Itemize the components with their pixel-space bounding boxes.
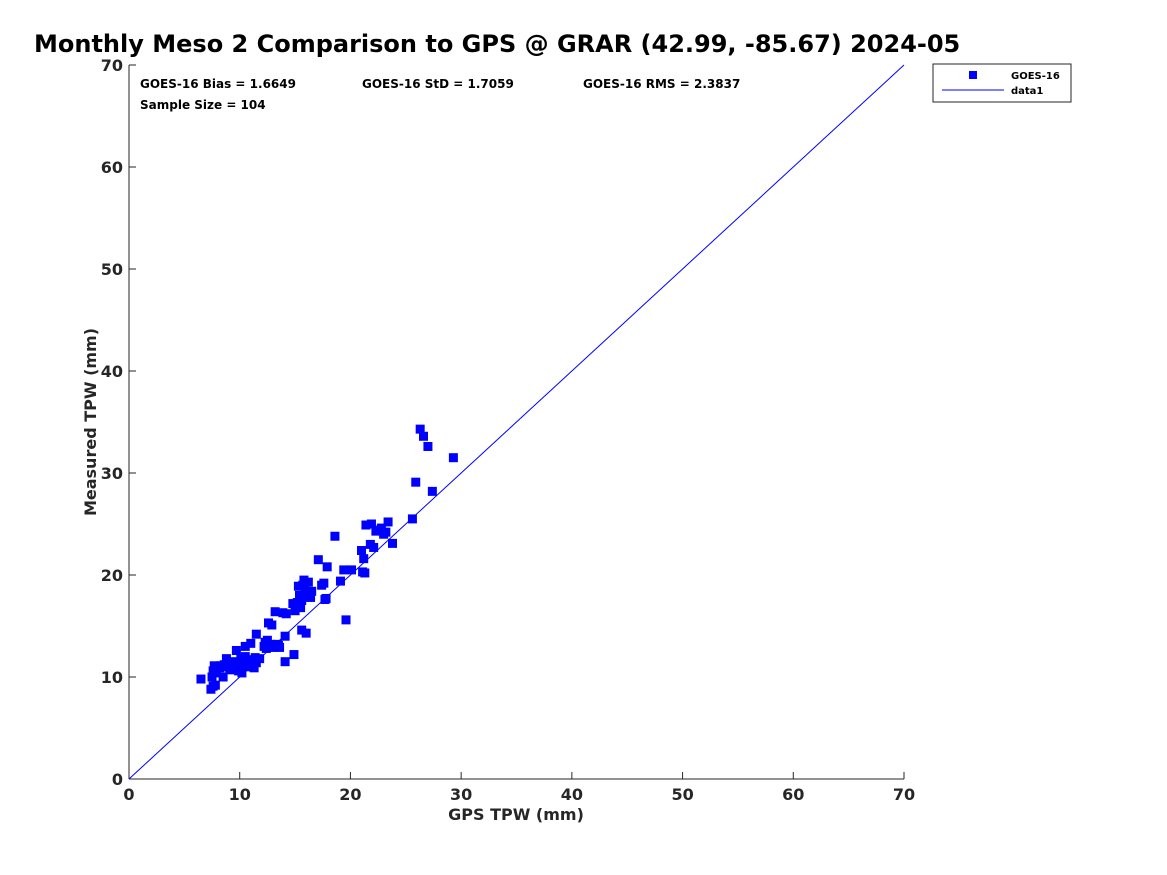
y-tick-label: 10: [101, 668, 123, 687]
data-point: [280, 657, 290, 667]
data-point: [419, 431, 428, 441]
x-tick-label: 30: [450, 785, 472, 804]
y-axis-label: Measured TPW (mm): [81, 328, 100, 516]
data-point: [255, 654, 265, 664]
data-point: [381, 527, 391, 537]
y-tick-label: 40: [101, 362, 123, 381]
data-point: [373, 525, 383, 535]
data-point: [330, 531, 340, 541]
data-point: [210, 680, 220, 690]
goes16-points-series: [196, 424, 458, 694]
data-point: [300, 585, 310, 595]
data-point: [295, 590, 304, 600]
data-point: [226, 664, 236, 674]
data-point: [347, 565, 357, 575]
data-point: [211, 668, 221, 678]
data-point: [320, 594, 330, 604]
data-point: [216, 661, 226, 671]
data-point: [249, 663, 259, 673]
data-point: [209, 661, 219, 671]
y-tick-label: 60: [101, 158, 123, 177]
data-point: [423, 441, 433, 451]
data-point: [221, 654, 231, 664]
data-point: [383, 517, 393, 527]
data-point: [319, 578, 329, 588]
data-point: [335, 576, 345, 586]
data-point: [339, 565, 349, 575]
data-point: [369, 542, 379, 552]
data-point: [411, 477, 421, 487]
bias-stat: GOES-16 Bias = 1.6649: [140, 77, 296, 91]
data-point: [260, 637, 270, 647]
y-tick-label: 0: [112, 770, 123, 789]
data-point: [251, 629, 261, 639]
std-stat: GOES-16 StD = 1.7059: [362, 77, 514, 91]
rms-stat: GOES-16 RMS = 2.3837: [583, 77, 740, 91]
legend-box: [932, 63, 1072, 103]
data-point: [196, 674, 206, 684]
data-point: [241, 662, 251, 672]
legend-marker-square-icon: [969, 71, 977, 79]
data-point: [246, 638, 256, 648]
data-point: [313, 555, 323, 565]
data-point: [297, 625, 307, 635]
data-point: [237, 668, 247, 678]
y-tick-label: 30: [101, 464, 123, 483]
data-point: [306, 592, 316, 602]
x-tick-label: 70: [893, 785, 915, 804]
data-point: [303, 577, 313, 587]
data-point: [322, 562, 332, 572]
data-point: [427, 486, 437, 496]
data-point: [297, 596, 307, 605]
plot-area: 0 10 20 30 40 50 60 70 0 10 20 30 40 50 60 70: [101, 56, 915, 804]
data-point: [448, 453, 458, 463]
data-point: [267, 620, 277, 630]
y-tick-label: 20: [101, 566, 123, 585]
y-tick-label: 70: [101, 56, 123, 75]
legend: GOES-16 data1: [932, 63, 1072, 103]
data-point: [218, 672, 228, 682]
data-point: [388, 538, 397, 548]
data-point: [360, 568, 370, 578]
data-point: [240, 641, 250, 651]
data-point: [296, 603, 306, 613]
x-tick-label: 50: [671, 785, 693, 804]
x-tick-label: 0: [123, 785, 134, 804]
data-point: [359, 554, 369, 564]
x-ticks: 0 10 20 30 40 50 60 70: [123, 772, 915, 804]
data-point: [270, 607, 280, 617]
y-ticks: 0 10 20 30 40 50 60 70: [101, 56, 136, 789]
data-point: [275, 642, 285, 652]
data-point: [307, 586, 317, 596]
x-tick-label: 20: [339, 785, 361, 804]
data-point: [366, 519, 376, 529]
sample-size-stat: Sample Size = 104: [140, 98, 266, 112]
chart-title: Monthly Meso 2 Comparison to GPS @ GRAR …: [34, 30, 960, 58]
data-point: [357, 546, 366, 556]
data-point: [281, 609, 291, 619]
data-point: [290, 606, 300, 616]
legend-label-data1: data1: [1011, 86, 1043, 97]
data-point: [341, 615, 351, 625]
data-point: [415, 424, 425, 434]
x-tick-label: 40: [561, 785, 583, 804]
y-tick-label: 50: [101, 260, 123, 279]
data-point: [407, 514, 417, 524]
data-point: [289, 650, 299, 660]
x-axis-label: GPS TPW (mm): [448, 805, 584, 824]
x-tick-label: 60: [782, 785, 804, 804]
data-point: [298, 580, 308, 590]
data-point: [361, 520, 371, 530]
data-point: [280, 631, 290, 641]
x-tick-label: 10: [229, 785, 251, 804]
data-point: [231, 645, 241, 655]
legend-label-goes16: GOES-16: [1011, 71, 1060, 82]
